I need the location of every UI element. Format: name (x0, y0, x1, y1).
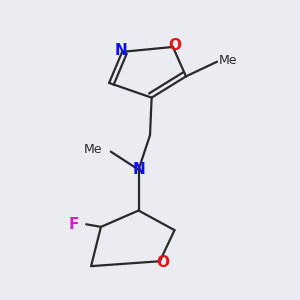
Text: O: O (168, 38, 181, 53)
Text: N: N (132, 162, 145, 177)
Text: F: F (69, 217, 79, 232)
Text: Me: Me (219, 53, 237, 67)
Text: Me: Me (84, 143, 103, 157)
Text: N: N (114, 43, 127, 58)
Text: O: O (156, 255, 169, 270)
